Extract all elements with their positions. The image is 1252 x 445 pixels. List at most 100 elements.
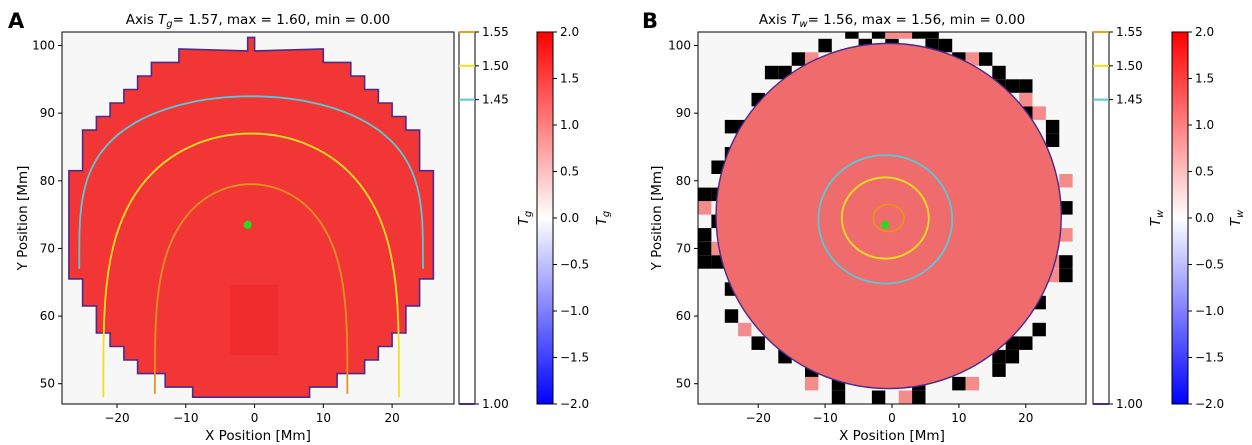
y-tick-label: 60 [676, 309, 691, 323]
y-tick-label: 90 [40, 106, 55, 120]
center-marker [243, 220, 252, 229]
value-colorbar-body [1171, 31, 1189, 405]
edge-pixel [992, 363, 1006, 377]
disk-region [715, 42, 1062, 390]
panel-b: B Axis Tw= 1.56, max = 1.56, min = 0.00 … [642, 9, 1246, 444]
value-colorbar-tick-label: −2.0 [560, 397, 589, 411]
x-axis: −20 −10 0 10 20 [746, 404, 1033, 425]
x-tick-label: −20 [746, 411, 771, 425]
value-colorbar-tick-label: 0.5 [560, 165, 579, 179]
plot-area [697, 31, 1087, 405]
edge-pixel [992, 65, 1006, 80]
edge-pixel [805, 376, 819, 391]
edge-pixel [952, 376, 966, 391]
edge-pixel [965, 376, 979, 391]
x-tick-label: 20 [1018, 411, 1033, 425]
value-colorbar-tick-label: 2.0 [1195, 25, 1214, 39]
edge-pixel [738, 322, 752, 337]
disk-core [230, 285, 278, 355]
value-colorbar-tick-label: 0.0 [1195, 211, 1214, 225]
contour-colorbar-ticks: 1.00 1.45 1.50 1.55 [1093, 25, 1143, 411]
contour-colorbar-tick-label: 1.55 [482, 25, 509, 39]
edge-pixel [1019, 336, 1033, 350]
contour-colorbar-body [458, 31, 476, 405]
contour-colorbar-ticks: 1.00 1.45 1.50 1.55 [459, 25, 509, 411]
edge-pixel [938, 38, 953, 53]
edge-pixel [1032, 322, 1046, 337]
value-colorbar-label: Tw [1228, 209, 1246, 226]
edge-pixel [1045, 133, 1060, 147]
edge-pixel [1059, 255, 1073, 269]
panel-a: A Axis Tg= 1.57, max = 1.60, min = 0.00 … [8, 9, 612, 444]
x-tick-label: 0 [888, 411, 896, 425]
y-tick-label: 100 [32, 39, 55, 53]
edge-pixel [751, 336, 765, 350]
value-colorbar-tick-label: 0.0 [560, 211, 579, 225]
edge-pixel [979, 52, 993, 66]
x-tick-label: 0 [251, 411, 259, 425]
edge-pixel [1059, 228, 1073, 242]
edge-pixel [791, 52, 806, 66]
contour-line [817, 154, 954, 285]
edge-pixel [871, 32, 886, 39]
value-colorbar-tick-label: 0.5 [1195, 165, 1214, 179]
edge-pixel [1045, 119, 1060, 134]
edge-pixel [898, 390, 913, 404]
y-axis: 50 60 70 80 90 100 [32, 39, 62, 391]
contour-colorbar-label: Tg [516, 211, 534, 226]
contour-line [153, 183, 349, 394]
value-colorbar: −2.0 −1.5 −1.0 −0.5 0.0 0.5 1.0 1.5 2.0 Tg [536, 25, 612, 411]
value-colorbar-tick-label: −2.0 [1195, 397, 1224, 411]
x-axis-label: X Position [Mm] [839, 428, 945, 444]
contour-line [840, 176, 930, 260]
contour-line [78, 95, 424, 269]
value-colorbar-tick-label: 2.0 [560, 25, 579, 39]
edge-pixel [885, 32, 899, 39]
contour-colorbar-tick-label: 1.50 [1116, 59, 1143, 73]
contour-colorbar-label: Tw [1148, 209, 1166, 226]
x-axis-label: X Position [Mm] [205, 428, 311, 444]
value-colorbar: −2.0 −1.5 −1.0 −0.5 0.0 0.5 1.0 1.5 2.0 Tw [1171, 25, 1246, 411]
y-tick-label: 60 [40, 309, 55, 323]
plot-area [61, 31, 455, 405]
edge-pixel [912, 32, 926, 39]
edge-pixel [1019, 79, 1033, 93]
plot-title: Axis Tw= 1.56, max = 1.56, min = 0.00 [759, 12, 1025, 30]
x-tick-label: 10 [951, 411, 966, 425]
edge-pixel [698, 228, 712, 242]
y-tick-label: 50 [40, 377, 55, 391]
edge-pixel [764, 65, 779, 80]
y-tick-label: 70 [40, 241, 55, 255]
plot-frame [61, 31, 455, 405]
edge-pixel [698, 241, 712, 256]
y-tick-label: 50 [676, 377, 691, 391]
y-axis-label: Y Position [Mm] [15, 166, 31, 272]
edge-pixel [1059, 201, 1073, 215]
contour-colorbar-tick-label: 1.45 [1116, 93, 1143, 107]
x-tick-label: 20 [384, 411, 399, 425]
edge-pixel [818, 38, 832, 53]
value-colorbar-body [536, 31, 554, 405]
edge-pixel [831, 390, 846, 404]
edge-pixel [698, 255, 712, 269]
y-axis-label: Y Position [Mm] [649, 166, 665, 272]
x-tick-label: −10 [173, 411, 198, 425]
x-tick-label: −10 [812, 411, 837, 425]
contour-line [102, 132, 400, 398]
edge-pixel [724, 309, 739, 323]
contour-colorbar-tick-label: 1.55 [1116, 25, 1143, 39]
y-tick-label: 80 [40, 174, 55, 188]
contour-colorbar: 1.00 1.45 1.50 1.55 Tg [458, 25, 534, 411]
center-marker [881, 220, 890, 229]
edge-pixel [1005, 349, 1020, 364]
value-colorbar-tick-label: −1.5 [1195, 351, 1224, 365]
value-colorbar-tick-label: −1.5 [560, 351, 589, 365]
value-colorbar-tick-label: 1.0 [560, 118, 579, 132]
edge-pixel [1005, 79, 1020, 93]
edge-pixel [992, 349, 1006, 364]
value-colorbar-tick-label: −0.5 [1195, 258, 1224, 272]
value-colorbar-tick-label: −1.0 [560, 304, 589, 318]
y-tick-label: 100 [668, 39, 691, 53]
value-colorbar-ticks: −2.0 −1.5 −1.0 −0.5 0.0 0.5 1.0 1.5 2.0 [1188, 25, 1224, 411]
